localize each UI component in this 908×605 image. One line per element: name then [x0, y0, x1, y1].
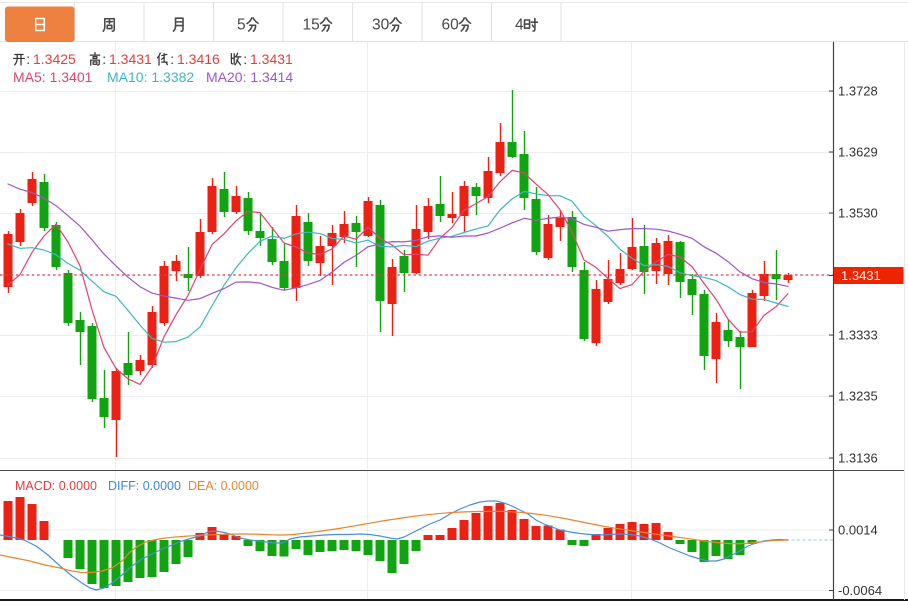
svg-text:1.3431: 1.3431	[109, 51, 152, 67]
svg-text:DEA: 0.0000: DEA: 0.0000	[188, 479, 259, 493]
svg-text::: :	[26, 51, 30, 67]
svg-text:1.3431: 1.3431	[841, 268, 881, 283]
svg-text:MA20: 1.3414: MA20: 1.3414	[206, 69, 293, 85]
svg-text:DIFF: 0.0000: DIFF: 0.0000	[108, 479, 181, 493]
svg-text::: :	[102, 51, 106, 67]
svg-text:1.3333: 1.3333	[838, 328, 878, 343]
svg-text::: :	[243, 51, 247, 67]
svg-text:4: 4	[515, 17, 524, 34]
svg-text:1.3136: 1.3136	[838, 451, 878, 466]
svg-text:1.3235: 1.3235	[838, 389, 878, 404]
svg-text:15: 15	[303, 17, 320, 34]
svg-text:1.3416: 1.3416	[177, 51, 220, 67]
svg-text:0.0014: 0.0014	[838, 523, 878, 538]
svg-text:1.3431: 1.3431	[250, 51, 293, 67]
svg-text:30: 30	[372, 17, 390, 34]
svg-text:60: 60	[442, 17, 460, 34]
svg-text:MA5: 1.3401: MA5: 1.3401	[13, 69, 93, 85]
svg-text:-0.0064: -0.0064	[838, 583, 882, 598]
svg-text:5: 5	[237, 17, 246, 34]
svg-text:1.3728: 1.3728	[838, 84, 878, 99]
svg-text:1.3629: 1.3629	[838, 145, 878, 160]
svg-text:1.3425: 1.3425	[33, 51, 76, 67]
svg-text::: :	[170, 51, 174, 67]
svg-text:MACD: 0.0000: MACD: 0.0000	[15, 479, 97, 493]
svg-text:1.3530: 1.3530	[838, 206, 878, 221]
svg-text:MA10: 1.3382: MA10: 1.3382	[107, 69, 194, 85]
